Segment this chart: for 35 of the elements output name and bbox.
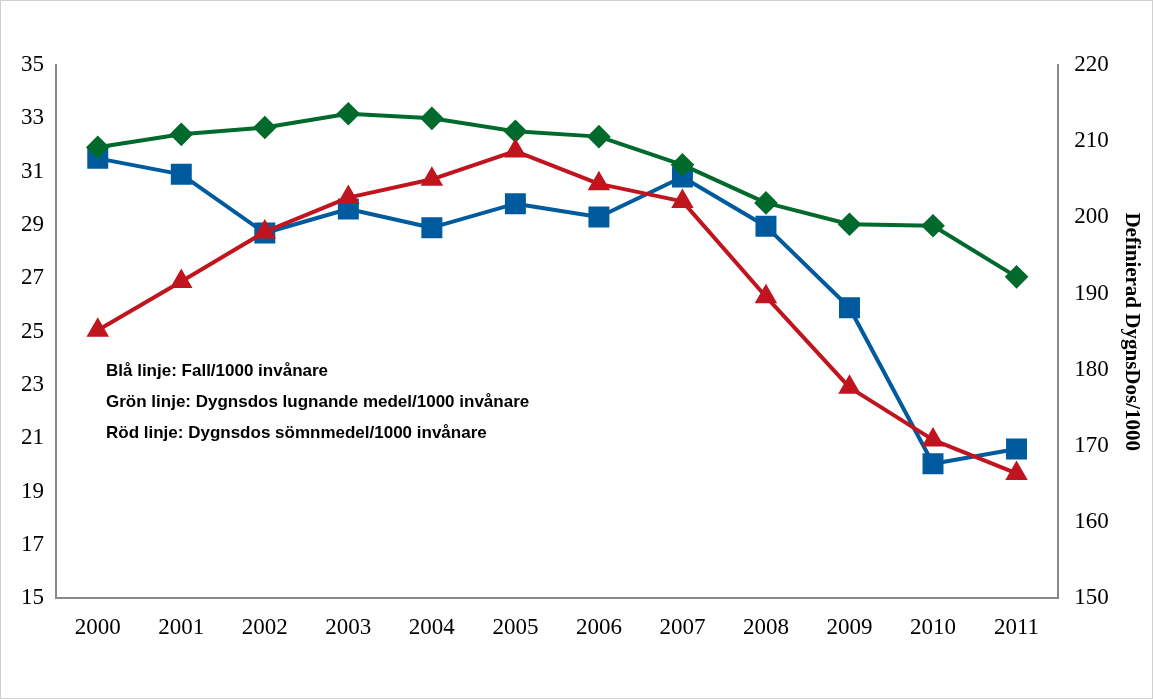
y-tick-label: 17 (21, 531, 44, 557)
x-tick-label: 2005 (492, 614, 539, 640)
x-tick-label: 2011 (993, 614, 1040, 640)
x-tick-label: 2010 (910, 614, 957, 640)
y2-axis-title: Definierad DygnsDos/1000 (1120, 212, 1145, 451)
y2-tick-label: 160 (1074, 508, 1109, 534)
y-tick-label: 19 (21, 477, 44, 503)
x-tick-label: 2009 (826, 614, 873, 640)
y-tick-label: 25 (21, 317, 44, 343)
annotation: Röd linje: Dygnsdos sömnmedel/1000 invånare (106, 423, 487, 443)
annotation: Grön linje: Dygnsdos lugnande medel/1000 invånare (106, 392, 530, 412)
y2-tick-label: 170 (1074, 432, 1109, 458)
y-tick-label: 31 (21, 157, 44, 183)
y2-tick-label: 210 (1074, 127, 1109, 153)
y-tick-label: 23 (21, 371, 44, 397)
annotation: Blå linje: Fall/1000 invånare (106, 361, 329, 381)
x-tick-label: 2006 (575, 614, 622, 640)
y-tick-label: 33 (21, 104, 44, 130)
x-tick-label: 2007 (659, 614, 706, 640)
y2-tick-label: 220 (1074, 51, 1109, 77)
x-tick-label: 2004 (408, 614, 456, 640)
y-tick-label: 29 (21, 211, 44, 237)
x-tick-label: 2000 (74, 614, 121, 640)
y2-tick-label: 150 (1074, 584, 1109, 610)
x-tick-label: 2008 (742, 614, 789, 640)
y2-tick-label: 190 (1074, 279, 1109, 305)
y-tick-label: 35 (21, 51, 44, 77)
y-tick-label: 21 (21, 424, 44, 450)
x-tick-label: 2001 (158, 614, 205, 640)
x-tick-label: 2003 (325, 614, 372, 640)
y-tick-label: 27 (21, 264, 44, 290)
y-tick-label: 15 (21, 584, 44, 610)
x-tick-label: 2002 (241, 614, 288, 640)
y2-tick-label: 200 (1074, 203, 1109, 229)
y2-tick-label: 180 (1074, 355, 1109, 381)
